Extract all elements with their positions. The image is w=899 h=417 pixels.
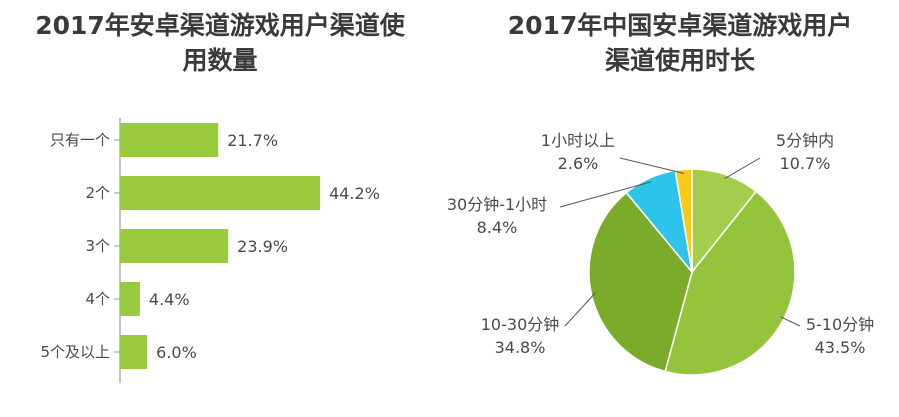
bar	[120, 123, 219, 157]
pie-slice	[691, 168, 758, 275]
bar-value-label: 44.2%	[329, 184, 380, 203]
pie-slice-name-label: 1小时以上	[541, 131, 615, 150]
bar-chart-title-line-1: 2017年安卓渠道游戏用户渠道使	[35, 11, 405, 40]
bar-value-label: 6.0%	[156, 343, 197, 362]
pie-leader-line	[619, 157, 685, 174]
bar-value-label: 21.7%	[227, 131, 278, 150]
pie-slice-value-label: 10.7%	[780, 154, 831, 173]
pie-slice-value-label: 2.6%	[558, 154, 599, 173]
bar-value-label: 4.4%	[149, 290, 190, 309]
bar-chart-title: 2017年安卓渠道游戏用户渠道使 用数量	[0, 8, 440, 78]
pie-leader-line	[724, 157, 761, 179]
bar-chart: 只有一个 21.7% 2个 44.2% 3个 23.9% 4个 4.4% 5个及以上 6.0%	[40, 118, 380, 383]
pie-slice-name-label: 30分钟-1小时	[447, 195, 547, 214]
pie-slice-name-label: 5分钟内	[776, 131, 834, 150]
pie-slice-name-label: 10-30分钟	[481, 315, 560, 334]
pie-slice-value-label: 8.4%	[477, 218, 518, 237]
bar	[120, 229, 229, 263]
pie-slice-name-label: 5-10分钟	[806, 315, 874, 334]
pie-slice	[674, 168, 693, 273]
pie-slice-value-label: 34.8%	[495, 338, 546, 357]
bar	[120, 335, 148, 369]
bar-category-label: 2个	[85, 184, 110, 202]
bar	[120, 282, 140, 316]
pie-slice	[588, 191, 693, 373]
bar	[120, 176, 321, 210]
pie-slice-value-label: 43.5%	[815, 338, 866, 357]
pie-chart-title: 2017年中国安卓渠道游戏用户 渠道使用时长	[470, 8, 890, 78]
pie-leader-line	[780, 316, 801, 327]
bar-chart-title-line-2: 用数量	[182, 46, 258, 75]
bar-category-label: 3个	[85, 237, 110, 255]
bar-category-label: 只有一个	[50, 131, 110, 149]
bar-value-label: 23.9%	[237, 237, 288, 256]
bar-category-label: 5个及以上	[40, 343, 110, 361]
pie-leader-line	[559, 181, 652, 208]
bar-category-label: 4个	[85, 290, 110, 308]
pie-leader-line	[564, 292, 596, 327]
pie-chart-title-line-1: 2017年中国安卓渠道游戏用户	[507, 11, 853, 40]
pie-chart-title-line-2: 渠道使用时长	[604, 46, 755, 75]
